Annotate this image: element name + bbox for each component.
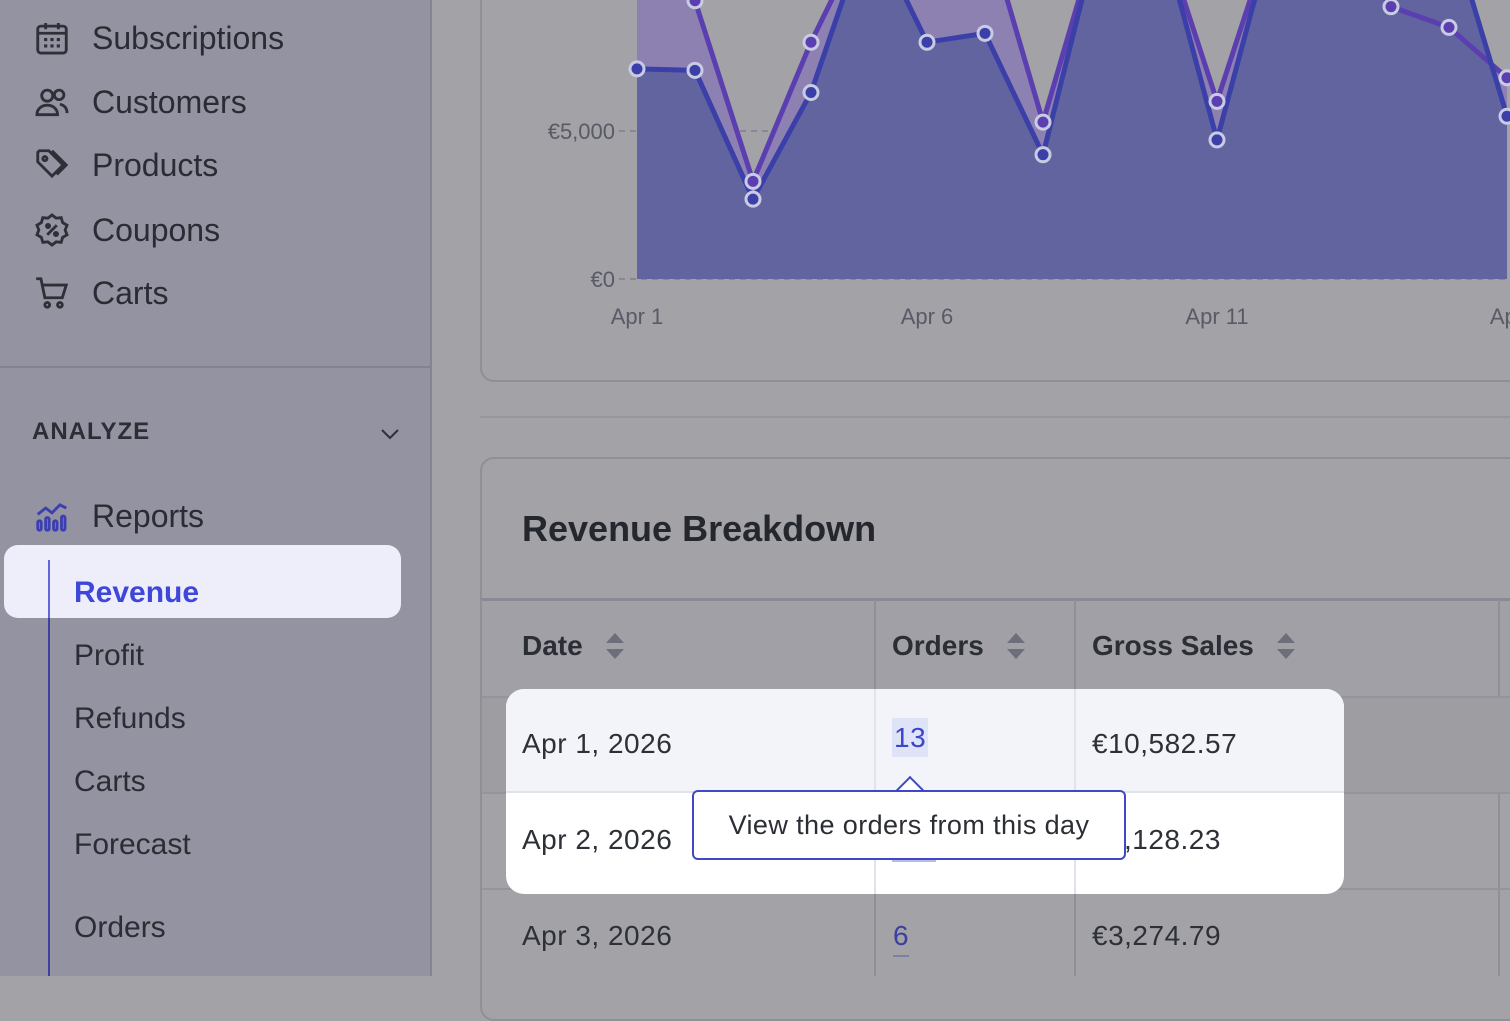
orders-link-underline	[892, 860, 936, 862]
sidebar-item-label: Subscriptions	[92, 19, 285, 56]
section-divider	[480, 416, 1510, 418]
orders-count: 13	[892, 718, 929, 757]
table-cell-gross-sales: €10,582.57	[1092, 728, 1238, 759]
sidebar-subitem-carts[interactable]: Carts	[74, 765, 146, 798]
data-point-series-2	[1498, 69, 1510, 87]
column-header-label: Orders	[892, 630, 984, 661]
data-point-series-2	[1208, 92, 1226, 110]
sidebar-item-coupons[interactable]: Coupons	[32, 208, 220, 252]
coupon-icon	[32, 210, 72, 250]
data-point-series-1	[976, 24, 994, 42]
data-point-series-1	[802, 84, 820, 102]
sort-icon[interactable]	[1004, 630, 1028, 662]
calendar-icon	[32, 18, 72, 58]
sidebar-divider	[0, 366, 430, 368]
orders-link[interactable]: 13	[892, 718, 929, 757]
area-series-1	[637, 0, 1507, 279]
sidebar-item-label: Products	[92, 146, 219, 183]
column-header-orders[interactable]: Orders	[892, 630, 1028, 662]
tag-icon	[32, 145, 72, 185]
submenu-guide-line	[48, 560, 50, 976]
column-header-date[interactable]: Date	[522, 630, 627, 662]
sidebar-item-subscriptions[interactable]: Subscriptions	[32, 16, 284, 60]
active-item-indicator	[48, 560, 50, 618]
sidebar-item-label: Customers	[92, 83, 247, 120]
sort-icon[interactable]	[1274, 630, 1298, 662]
sidebar-subitem-revenue[interactable]: Revenue	[74, 576, 200, 609]
x-tick-label: Apr 6	[901, 304, 954, 329]
table-cell-date: Apr 2, 2026	[522, 824, 673, 855]
sidebar-item-label: Coupons	[92, 211, 221, 248]
sidebar-subitem-refunds[interactable]: Refunds	[74, 702, 186, 735]
data-point-series-1	[1208, 131, 1226, 149]
active-item-highlight	[4, 545, 401, 618]
sort-icon[interactable]	[603, 630, 627, 662]
section-title-analyze: ANALYZE	[32, 418, 151, 445]
x-tick-label: Apr 11	[1185, 304, 1248, 329]
sidebar-item-customers[interactable]: Customers	[32, 80, 247, 124]
data-point-series-1	[686, 61, 704, 79]
tooltip-text: View the orders from this day	[728, 809, 1090, 840]
table-cell-date: Apr 3, 2026	[522, 920, 673, 951]
sidebar-item-products[interactable]: Products	[32, 143, 218, 187]
sidebar-item-label: Reports	[92, 497, 205, 534]
revenue-chart: €5,000 €0 Apr 1 Apr 6 Apr 11 Apr	[548, 0, 1510, 329]
sidebar-subitem-forecast[interactable]: Forecast	[74, 828, 191, 861]
tooltip: View the orders from this day	[692, 790, 1126, 860]
data-point-series-1	[628, 60, 646, 78]
sidebar-item-label: Carts	[92, 274, 169, 311]
line-series-1	[636, 0, 1510, 202]
sidebar-subitem-orders[interactable]: Orders	[74, 911, 166, 944]
sidebar-subitem-profit[interactable]: Profit	[74, 639, 145, 672]
reports-chart-icon	[32, 496, 72, 536]
data-point-series-2	[1440, 18, 1458, 36]
table-cell-gross-sales: €3,274.79	[1092, 920, 1222, 951]
table-header	[482, 598, 1510, 699]
y-tick-label: €0	[591, 267, 615, 292]
data-point-series-1	[918, 33, 936, 51]
table-cell-date: Apr 1, 2026	[522, 728, 673, 759]
data-point-series-2	[686, 0, 704, 10]
column-header-gross-sales[interactable]: Gross Sales	[1092, 630, 1298, 662]
sidebar: Subscriptions Customers Products Coupons…	[0, 0, 432, 976]
orders-link[interactable]: 6	[893, 920, 910, 951]
data-point-series-2	[1034, 113, 1052, 131]
column-header-label: Gross Sales	[1092, 630, 1254, 661]
data-point-series-1	[1034, 146, 1052, 164]
card-title: Revenue Breakdown	[522, 508, 877, 549]
x-tick-label: Apr 1	[611, 304, 664, 329]
data-point-series-2	[744, 172, 762, 190]
line-series-2	[691, 0, 1509, 184]
table-cell-gross-sales: ,128.23	[1124, 824, 1221, 855]
data-point-series-1	[744, 190, 762, 208]
y-tick-label: €5,000	[548, 119, 615, 144]
data-point-series-2	[1382, 0, 1400, 16]
column-header-label: Date	[522, 630, 583, 661]
sidebar-item-reports[interactable]: Reports	[32, 494, 204, 538]
sidebar-item-carts[interactable]: Carts	[32, 271, 168, 315]
x-tick-label: Apr	[1490, 304, 1510, 329]
data-point-series-2	[802, 33, 820, 51]
cart-icon	[32, 273, 72, 313]
chevron-down-icon[interactable]	[378, 424, 402, 444]
data-point-series-1	[1498, 107, 1510, 125]
users-icon	[32, 82, 72, 122]
